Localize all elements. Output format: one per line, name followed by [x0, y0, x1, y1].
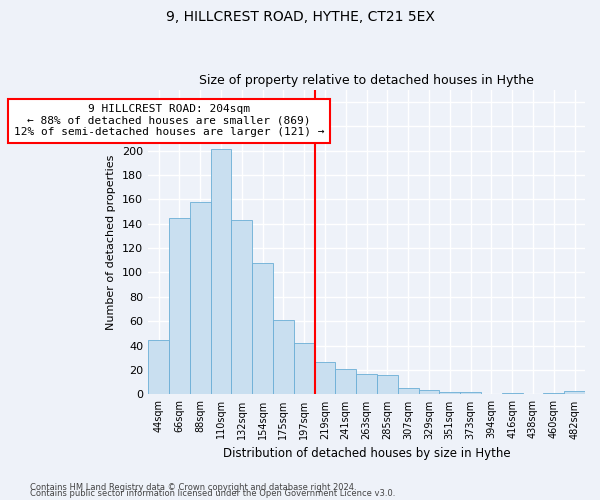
Bar	[335, 369, 356, 394]
Bar	[190, 202, 211, 394]
Bar	[252, 262, 273, 394]
Bar	[419, 390, 439, 394]
Title: Size of property relative to detached houses in Hythe: Size of property relative to detached ho…	[199, 74, 534, 87]
Bar	[294, 343, 314, 394]
Bar	[439, 392, 460, 394]
Bar	[377, 375, 398, 394]
Bar	[169, 218, 190, 394]
Bar	[232, 220, 252, 394]
Y-axis label: Number of detached properties: Number of detached properties	[106, 154, 116, 330]
Text: 9 HILLCREST ROAD: 204sqm
← 88% of detached houses are smaller (869)
12% of semi-: 9 HILLCREST ROAD: 204sqm ← 88% of detach…	[14, 104, 324, 138]
Bar	[502, 393, 523, 394]
Bar	[211, 150, 232, 394]
Bar	[356, 374, 377, 394]
Bar	[564, 391, 585, 394]
Text: Contains public sector information licensed under the Open Government Licence v3: Contains public sector information licen…	[30, 489, 395, 498]
Bar	[398, 388, 419, 394]
X-axis label: Distribution of detached houses by size in Hythe: Distribution of detached houses by size …	[223, 447, 511, 460]
Bar	[544, 393, 564, 394]
Bar	[460, 392, 481, 394]
Bar	[273, 320, 294, 394]
Text: Contains HM Land Registry data © Crown copyright and database right 2024.: Contains HM Land Registry data © Crown c…	[30, 483, 356, 492]
Bar	[314, 362, 335, 394]
Text: 9, HILLCREST ROAD, HYTHE, CT21 5EX: 9, HILLCREST ROAD, HYTHE, CT21 5EX	[166, 10, 434, 24]
Bar	[148, 340, 169, 394]
